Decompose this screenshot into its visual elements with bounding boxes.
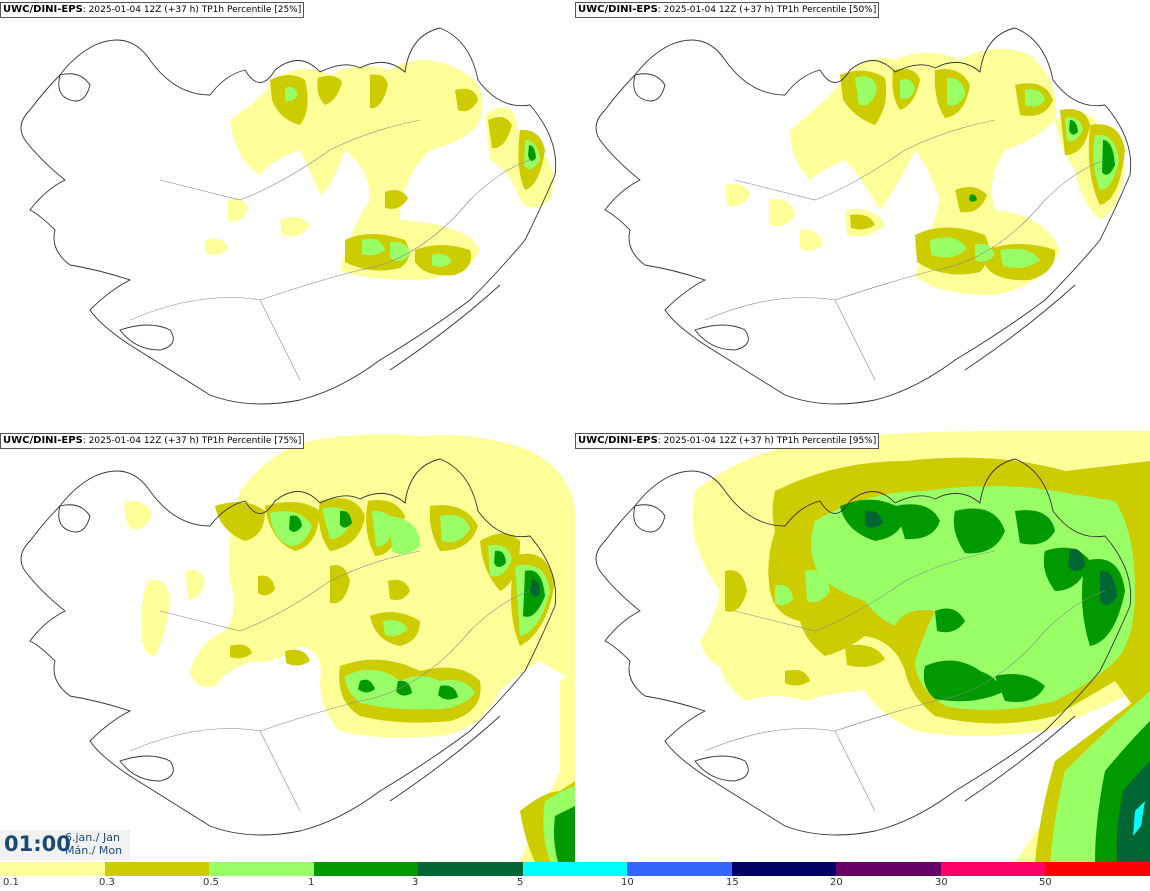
legend-label: 10 [621,877,634,888]
valid-time: 01:00 [4,832,71,856]
precip-contours [124,434,575,862]
color-legend: 0.1 0.3 0.5 1 3 5 10 15 20 30 50 [0,862,1150,891]
valid-date-line1: 6.jan./ Jan [65,831,120,844]
map-panel-p75: UWC/DINI-EPS: 2025-01-04 12Z (+37 h) TP1… [0,431,575,862]
roads [129,119,531,381]
run-info: : 2025-01-04 12Z (+37 h) TP1h Percentile… [82,436,302,446]
valid-date-line2: Mán./ Mon [65,844,123,857]
coastline [595,458,1132,836]
panel-title-p95: UWC/DINI-EPS: 2025-01-04 12Z (+37 h) TP1… [575,433,880,449]
legend-label: 3 [412,877,419,888]
legend-swatch [418,862,523,876]
legend-swatch [0,862,105,876]
coastline [20,458,557,836]
model-name: UWC/DINI-EPS [578,4,658,15]
precip-contours [205,60,554,280]
legend-label: 0.3 [99,877,115,888]
panel-title-p50: UWC/DINI-EPS: 2025-01-04 12Z (+37 h) TP1… [575,2,880,18]
precip-map-p25 [20,27,557,405]
legend-label: 50 [1039,877,1052,888]
legend-swatch [313,862,419,876]
legend-label: 20 [830,877,843,888]
valid-date: 6.jan./ Jan Mán./ Mon [65,831,122,857]
precip-map-p95 [595,431,1150,862]
roads [129,550,531,812]
coastline [595,27,1132,405]
panel-title-p25: UWC/DINI-EPS: 2025-01-04 12Z (+37 h) TP1… [0,2,305,18]
legend-swatch [104,862,210,876]
precip-contours [725,48,1125,295]
map-panel-p95: UWC/DINI-EPS: 2025-01-04 12Z (+37 h) TP1… [575,431,1150,862]
legend-swatch [627,862,732,876]
legend-swatch [836,862,941,876]
legend-swatch [1045,862,1150,876]
legend-label: 15 [726,877,739,888]
map-panel-p25: UWC/DINI-EPS: 2025-01-04 12Z (+37 h) TP1… [0,0,575,431]
model-name: UWC/DINI-EPS [3,435,83,446]
legend-bar [0,862,1150,876]
run-info: : 2025-01-04 12Z (+37 h) TP1h Percentile… [657,5,877,15]
roads [704,550,1106,812]
run-info: : 2025-01-04 12Z (+37 h) TP1h Percentile… [82,5,302,15]
valid-time-box: 01:00 6.jan./ Jan Mán./ Mon [0,830,130,860]
legend-label: 5 [517,877,524,888]
model-name: UWC/DINI-EPS [578,435,658,446]
legend-swatch [731,862,837,876]
precip-map-p75 [20,434,575,862]
legend-label: 0.1 [3,877,19,888]
roads [704,119,1106,381]
legend-swatch [209,862,314,876]
run-info: : 2025-01-04 12Z (+37 h) TP1h Percentile… [657,436,877,446]
coastline [20,27,557,405]
model-name: UWC/DINI-EPS [3,4,83,15]
panel-title-p75: UWC/DINI-EPS: 2025-01-04 12Z (+37 h) TP1… [0,433,305,449]
map-panel-p50: UWC/DINI-EPS: 2025-01-04 12Z (+37 h) TP1… [575,0,1150,431]
precip-map-p50 [595,27,1132,405]
legend-label: 0.5 [203,877,219,888]
legend-swatch [522,862,628,876]
legend-swatch [940,862,1046,876]
legend-label: 1 [308,877,315,888]
precip-contours [692,431,1150,862]
legend-label: 30 [935,877,948,888]
